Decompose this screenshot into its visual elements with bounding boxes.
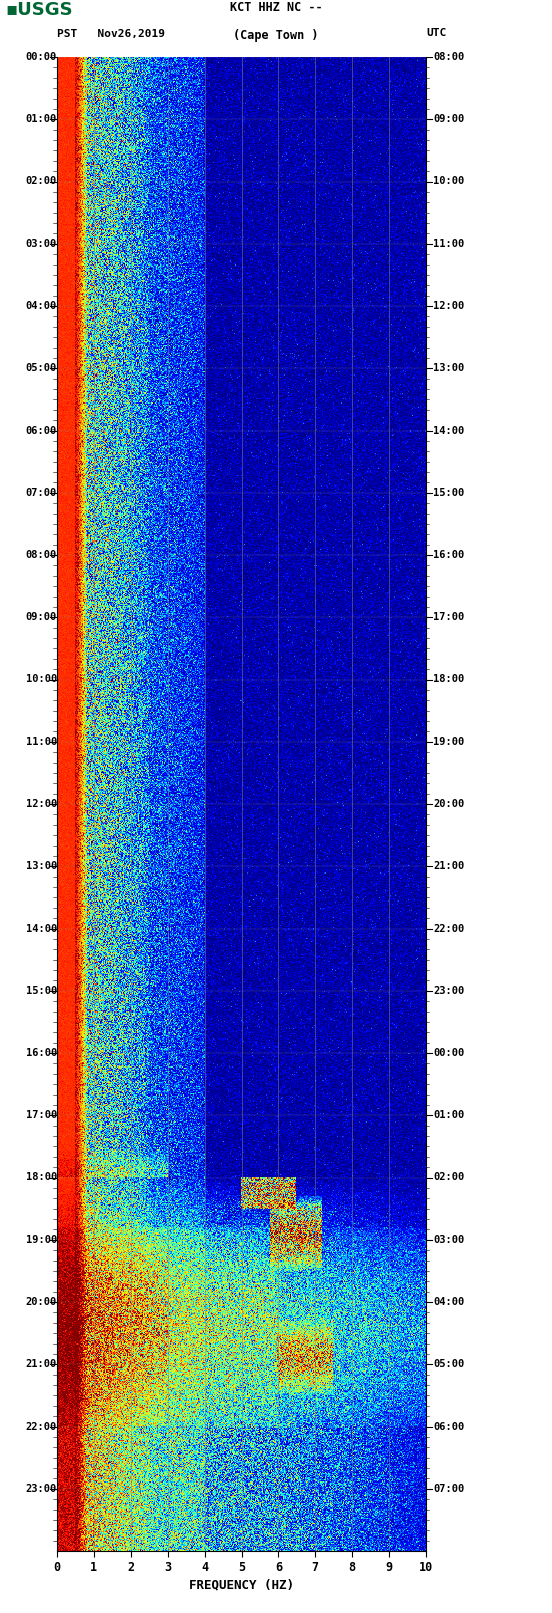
Text: 08:00: 08:00 (433, 52, 464, 61)
Text: 12:00: 12:00 (26, 798, 57, 810)
Text: 00:00: 00:00 (26, 52, 57, 61)
Text: 17:00: 17:00 (26, 1110, 57, 1121)
Text: 01:00: 01:00 (26, 115, 57, 124)
Text: 15:00: 15:00 (433, 487, 464, 498)
Text: 16:00: 16:00 (26, 1048, 57, 1058)
Text: 14:00: 14:00 (433, 426, 464, 436)
Text: 23:00: 23:00 (433, 986, 464, 995)
Text: 04:00: 04:00 (26, 302, 57, 311)
Text: 09:00: 09:00 (26, 613, 57, 623)
Text: 05:00: 05:00 (433, 1360, 464, 1369)
Text: KCT HHZ NC --: KCT HHZ NC -- (230, 0, 322, 13)
Text: 03:00: 03:00 (26, 239, 57, 248)
Text: 02:00: 02:00 (26, 176, 57, 187)
Text: 00:00: 00:00 (433, 1048, 464, 1058)
Text: 18:00: 18:00 (433, 674, 464, 684)
Text: 10:00: 10:00 (26, 674, 57, 684)
Text: 12:00: 12:00 (433, 302, 464, 311)
Text: PST   Nov26,2019: PST Nov26,2019 (57, 29, 165, 39)
X-axis label: FREQUENCY (HZ): FREQUENCY (HZ) (189, 1579, 294, 1592)
Text: 21:00: 21:00 (433, 861, 464, 871)
Text: 18:00: 18:00 (26, 1173, 57, 1182)
Text: 13:00: 13:00 (26, 861, 57, 871)
Text: 17:00: 17:00 (433, 613, 464, 623)
Text: 06:00: 06:00 (433, 1421, 464, 1431)
Text: 07:00: 07:00 (433, 1484, 464, 1494)
Text: 22:00: 22:00 (433, 924, 464, 934)
Text: 15:00: 15:00 (26, 986, 57, 995)
Text: 19:00: 19:00 (26, 1234, 57, 1245)
Text: 07:00: 07:00 (26, 487, 57, 498)
Text: 19:00: 19:00 (433, 737, 464, 747)
Text: 16:00: 16:00 (433, 550, 464, 560)
Text: 05:00: 05:00 (26, 363, 57, 373)
Text: 11:00: 11:00 (433, 239, 464, 248)
Text: 04:00: 04:00 (433, 1297, 464, 1307)
Text: 01:00: 01:00 (433, 1110, 464, 1121)
Text: UTC: UTC (426, 29, 446, 39)
Text: 21:00: 21:00 (26, 1360, 57, 1369)
Text: 13:00: 13:00 (433, 363, 464, 373)
Text: 11:00: 11:00 (26, 737, 57, 747)
Text: 23:00: 23:00 (26, 1484, 57, 1494)
Text: 03:00: 03:00 (433, 1234, 464, 1245)
Text: 22:00: 22:00 (26, 1421, 57, 1431)
Text: 10:00: 10:00 (433, 176, 464, 187)
Text: 14:00: 14:00 (26, 924, 57, 934)
Text: (Cape Town ): (Cape Town ) (233, 29, 319, 42)
Text: 09:00: 09:00 (433, 115, 464, 124)
Text: 06:00: 06:00 (26, 426, 57, 436)
Text: 02:00: 02:00 (433, 1173, 464, 1182)
Text: 20:00: 20:00 (26, 1297, 57, 1307)
Text: 20:00: 20:00 (433, 798, 464, 810)
Text: ▪USGS: ▪USGS (6, 2, 73, 19)
Text: 08:00: 08:00 (26, 550, 57, 560)
